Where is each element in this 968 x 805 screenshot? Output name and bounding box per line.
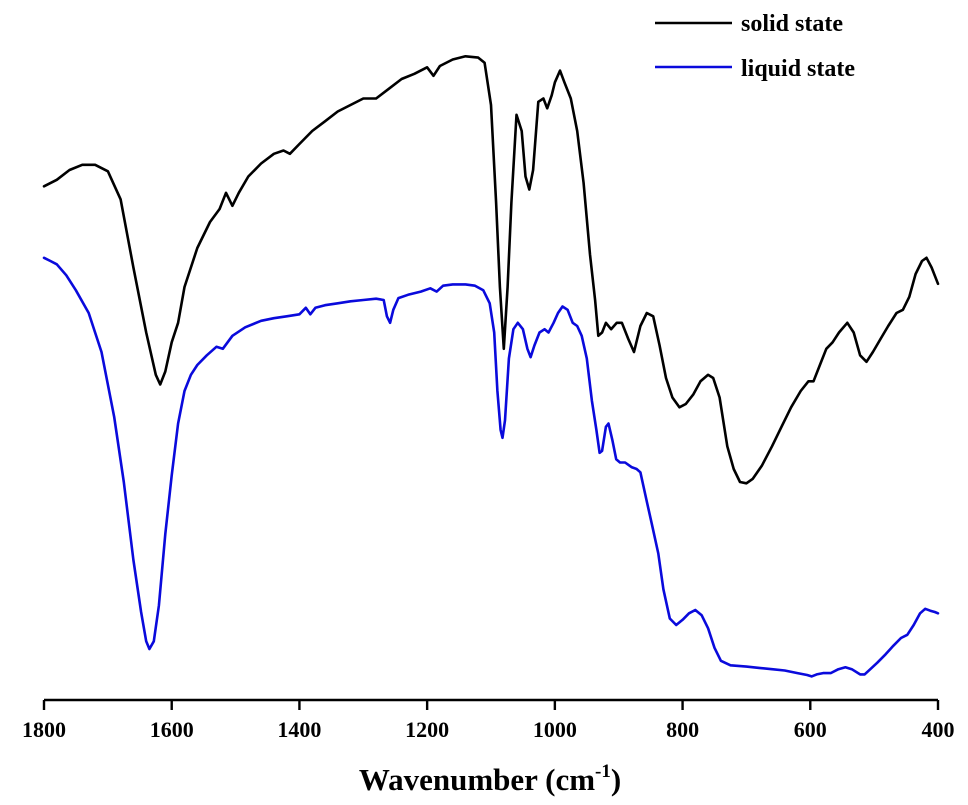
legend: solid state liquid state (655, 11, 855, 82)
series-line-solid-state (42, 55, 940, 485)
x-tick-label-1400: 1400 (277, 717, 321, 742)
x-axis-tick-labels: 1800 1600 1400 1200 1000 800 600 400 (22, 717, 955, 742)
series-lines (42, 55, 940, 678)
x-tick-label-1000: 1000 (533, 717, 577, 742)
x-axis-ticks (42, 700, 940, 710)
legend-label-liquid-state: liquid state (741, 56, 855, 82)
x-tick-label-1600: 1600 (150, 717, 194, 742)
x-tick-label-1200: 1200 (405, 717, 449, 742)
x-tick-label-400: 400 (922, 717, 955, 742)
x-axis-title-close: ) (611, 762, 621, 797)
series-line-liquid-state (42, 256, 940, 678)
x-tick-label-600: 600 (794, 717, 827, 742)
plot-area (42, 55, 940, 678)
legend-label-solid-state: solid state (741, 11, 843, 37)
x-axis-title-superscript: -1 (595, 761, 611, 782)
x-tick-label-1800: 1800 (22, 717, 66, 742)
x-axis-title: Wavenumber (cm-1) (359, 761, 621, 797)
x-tick-label-800: 800 (666, 717, 699, 742)
